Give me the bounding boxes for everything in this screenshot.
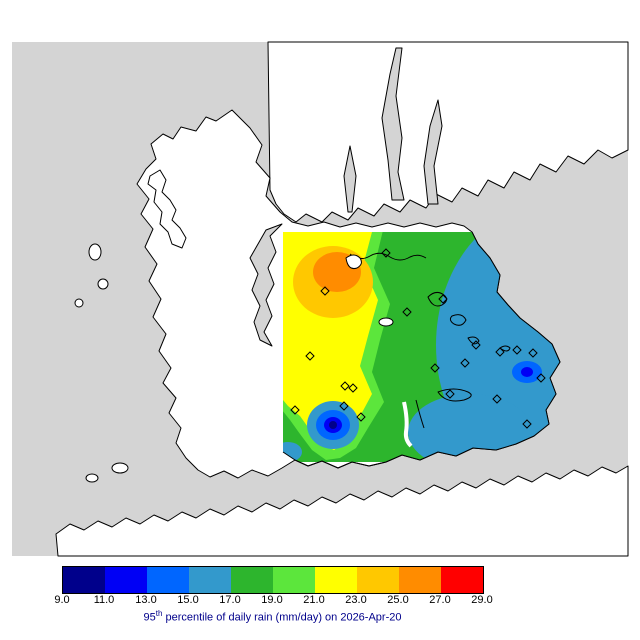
gulf-island-outline: [437, 388, 472, 402]
saanich-inlet: [402, 401, 413, 448]
station-marker: [536, 373, 546, 383]
gulf-island-outline: [499, 345, 511, 352]
colorbar-tick-label: 25.0: [387, 594, 409, 606]
island: [111, 462, 129, 474]
fjord-inlet: [343, 145, 357, 213]
island: [85, 473, 99, 483]
colorbar-swatch: [105, 567, 147, 593]
station-marker: [348, 383, 358, 393]
station-marker: [290, 405, 300, 415]
colorbar-tick-label: 23.0: [345, 594, 367, 606]
colorbar-tick-label: 17.0: [219, 594, 241, 606]
colorbar: [62, 566, 484, 594]
station-marker: [492, 394, 502, 404]
channel-inlet: [249, 223, 283, 347]
colorbar-swatch: [315, 567, 357, 593]
caption-superscript: th: [155, 609, 163, 618]
station-marker: [445, 389, 455, 399]
colorbar-tick-label: 27.0: [429, 594, 451, 606]
fjord-inlet: [381, 47, 405, 201]
colorbar-tick-label: 9.0: [54, 594, 70, 606]
colorbar-swatch: [63, 567, 105, 593]
station-marker: [320, 286, 330, 296]
island: [88, 243, 102, 261]
inner-coast-detail: [349, 252, 427, 261]
fjord-inlet: [423, 99, 443, 205]
station-marker: [339, 401, 349, 411]
small-island: [345, 254, 362, 269]
gulf-island-outline: [467, 336, 480, 345]
station-marker: [356, 412, 366, 422]
colorbar-swatch: [189, 567, 231, 593]
colorbar-tick-label: 13.0: [135, 594, 157, 606]
island-chain: [147, 169, 187, 249]
peninsula-coast-detail: [415, 399, 425, 429]
station-marker: [430, 363, 440, 373]
station-marker: [305, 351, 315, 361]
colorbar-swatch: [357, 567, 399, 593]
island: [74, 298, 84, 308]
station-markers: [290, 248, 546, 429]
colorbar-tick-label: 19.0: [261, 594, 283, 606]
station-marker: [381, 248, 391, 258]
colorbar-swatch: [399, 567, 441, 593]
colorbar-swatch: [273, 567, 315, 593]
station-marker: [471, 340, 481, 350]
colorbar-caption: 95th percentile of daily rain (mm/day) o…: [62, 609, 483, 624]
colorbar-tick-label: 29.0: [471, 594, 493, 606]
colorbar-swatch: [231, 567, 273, 593]
island: [97, 278, 109, 290]
contour-low-blue-east-core: [521, 367, 533, 377]
station-marker: [495, 347, 505, 357]
contour-low-navy-core: [329, 421, 337, 429]
colorbar-tick-label: 15.0: [177, 594, 199, 606]
bottom-landmass: [55, 465, 629, 557]
small-island: [378, 317, 394, 327]
station-marker: [340, 381, 350, 391]
station-marker: [402, 307, 412, 317]
station-marker: [512, 345, 522, 355]
mainland-landmass: [267, 41, 629, 223]
caption-base: 95: [143, 611, 156, 624]
station-marker: [528, 348, 538, 358]
caption-rest: percentile of daily rain (mm/day) on 202…: [162, 611, 402, 624]
data-region-coastline: [282, 231, 561, 469]
colorbar-swatch: [441, 567, 483, 593]
station-marker: [522, 419, 532, 429]
station-marker: [460, 358, 470, 368]
contour-band-cyan-corner: [283, 442, 302, 462]
colorbar-swatch: [147, 567, 189, 593]
colorbar-tick-label: 11.0: [93, 594, 115, 606]
station-marker: [438, 294, 448, 304]
colorbar-tick-label: 21.0: [303, 594, 325, 606]
gulf-island-outline: [449, 314, 467, 326]
